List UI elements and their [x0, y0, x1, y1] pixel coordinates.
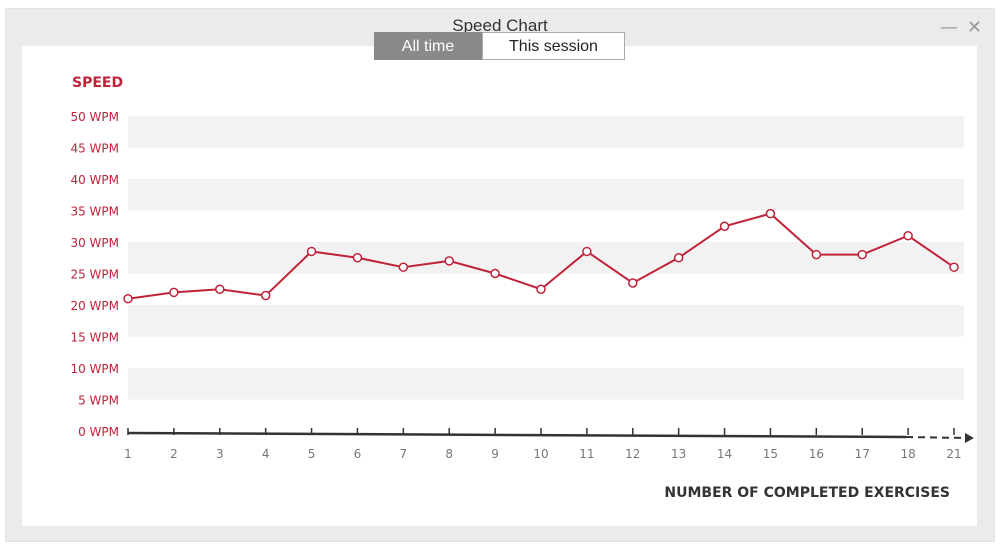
- x-tick-label: 2: [170, 447, 178, 461]
- x-axis-dashed-extension: [905, 436, 969, 439]
- x-tick-label: 11: [579, 447, 594, 461]
- y-tick-label: 5 WPM: [78, 394, 119, 408]
- data-point: [398, 262, 409, 272]
- x-tick-label: 14: [717, 447, 732, 461]
- grid-band: [128, 116, 964, 148]
- y-axis-title: SPEED: [72, 75, 123, 91]
- x-tick-label: 21: [946, 447, 961, 461]
- y-tick-label: 50 WPM: [70, 110, 119, 124]
- grid-band: [128, 242, 964, 274]
- data-point: [673, 253, 684, 263]
- data-point: [765, 208, 776, 219]
- y-tick-label: 20 WPM: [70, 299, 119, 313]
- x-tick-label: 5: [308, 447, 316, 461]
- x-tick-label: 6: [354, 447, 362, 461]
- x-tick-label: 16: [809, 447, 824, 461]
- x-tick-label: 1: [124, 447, 132, 461]
- x-tick-label: 15: [763, 447, 778, 461]
- x-axis-arrow: [965, 433, 974, 443]
- x-axis-title: NUMBER OF COMPLETED EXERCISES: [664, 485, 950, 501]
- x-tick-label: 8: [445, 447, 453, 461]
- grid-band: [128, 368, 964, 400]
- y-tick-label: 25 WPM: [70, 268, 119, 282]
- data-point: [857, 249, 867, 260]
- x-tick-label: 12: [625, 447, 640, 461]
- data-point: [490, 268, 500, 279]
- data-point: [215, 284, 225, 294]
- time-range-tabs: All time This session: [374, 32, 625, 62]
- data-point: [628, 278, 638, 288]
- window-title: Speed Chart: [452, 16, 548, 35]
- y-tick-label: 30 WPM: [70, 236, 119, 250]
- grid-band: [128, 305, 964, 337]
- grid-band: [128, 179, 964, 211]
- data-point: [352, 253, 363, 263]
- x-tick-label: 4: [262, 447, 270, 461]
- data-point: [306, 246, 317, 257]
- y-tick-label: 0 WPM: [78, 425, 119, 439]
- data-point: [903, 230, 913, 241]
- data-point: [811, 249, 822, 260]
- data-point: [536, 284, 546, 294]
- x-tick-label: 7: [400, 447, 408, 461]
- data-point: [260, 290, 271, 301]
- data-point: [719, 221, 730, 231]
- data-point: [444, 256, 454, 266]
- x-tick-label: 10: [533, 447, 548, 461]
- x-tick-label: 17: [855, 447, 870, 461]
- x-axis-line: [127, 431, 907, 439]
- speed-line-chart: 0 WPM 5 WPM 10 WPM 15 WPM 20 WPM 25 WPM 30 WPM…: [70, 75, 974, 501]
- tab-this-session[interactable]: This session: [482, 32, 625, 60]
- x-tick-label: 18: [900, 447, 915, 461]
- y-tick-label: 45 WPM: [70, 142, 119, 156]
- data-point: [949, 262, 959, 272]
- x-tick-label: 13: [671, 447, 686, 461]
- data-point: [123, 293, 133, 304]
- x-tick-label: 3: [216, 447, 224, 461]
- y-tick-label: 40 WPM: [70, 173, 119, 187]
- close-icon[interactable]: ✕: [966, 17, 982, 38]
- minimize-icon[interactable]: —: [940, 17, 958, 38]
- data-point: [582, 246, 592, 257]
- y-tick-label: 35 WPM: [70, 205, 119, 219]
- x-tick-label: 9: [491, 447, 499, 461]
- tab-all-time[interactable]: All time: [374, 32, 482, 60]
- y-tick-label: 15 WPM: [70, 331, 119, 345]
- y-tick-label: 10 WPM: [70, 362, 119, 376]
- data-point: [169, 287, 179, 298]
- chart-panel: 0 WPM 5 WPM 10 WPM 15 WPM 20 WPM 25 WPM 30 WPM…: [22, 46, 977, 526]
